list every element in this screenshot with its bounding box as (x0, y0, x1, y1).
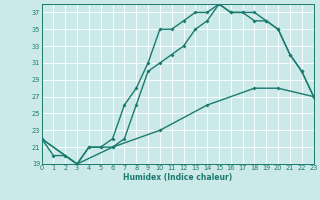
X-axis label: Humidex (Indice chaleur): Humidex (Indice chaleur) (123, 173, 232, 182)
